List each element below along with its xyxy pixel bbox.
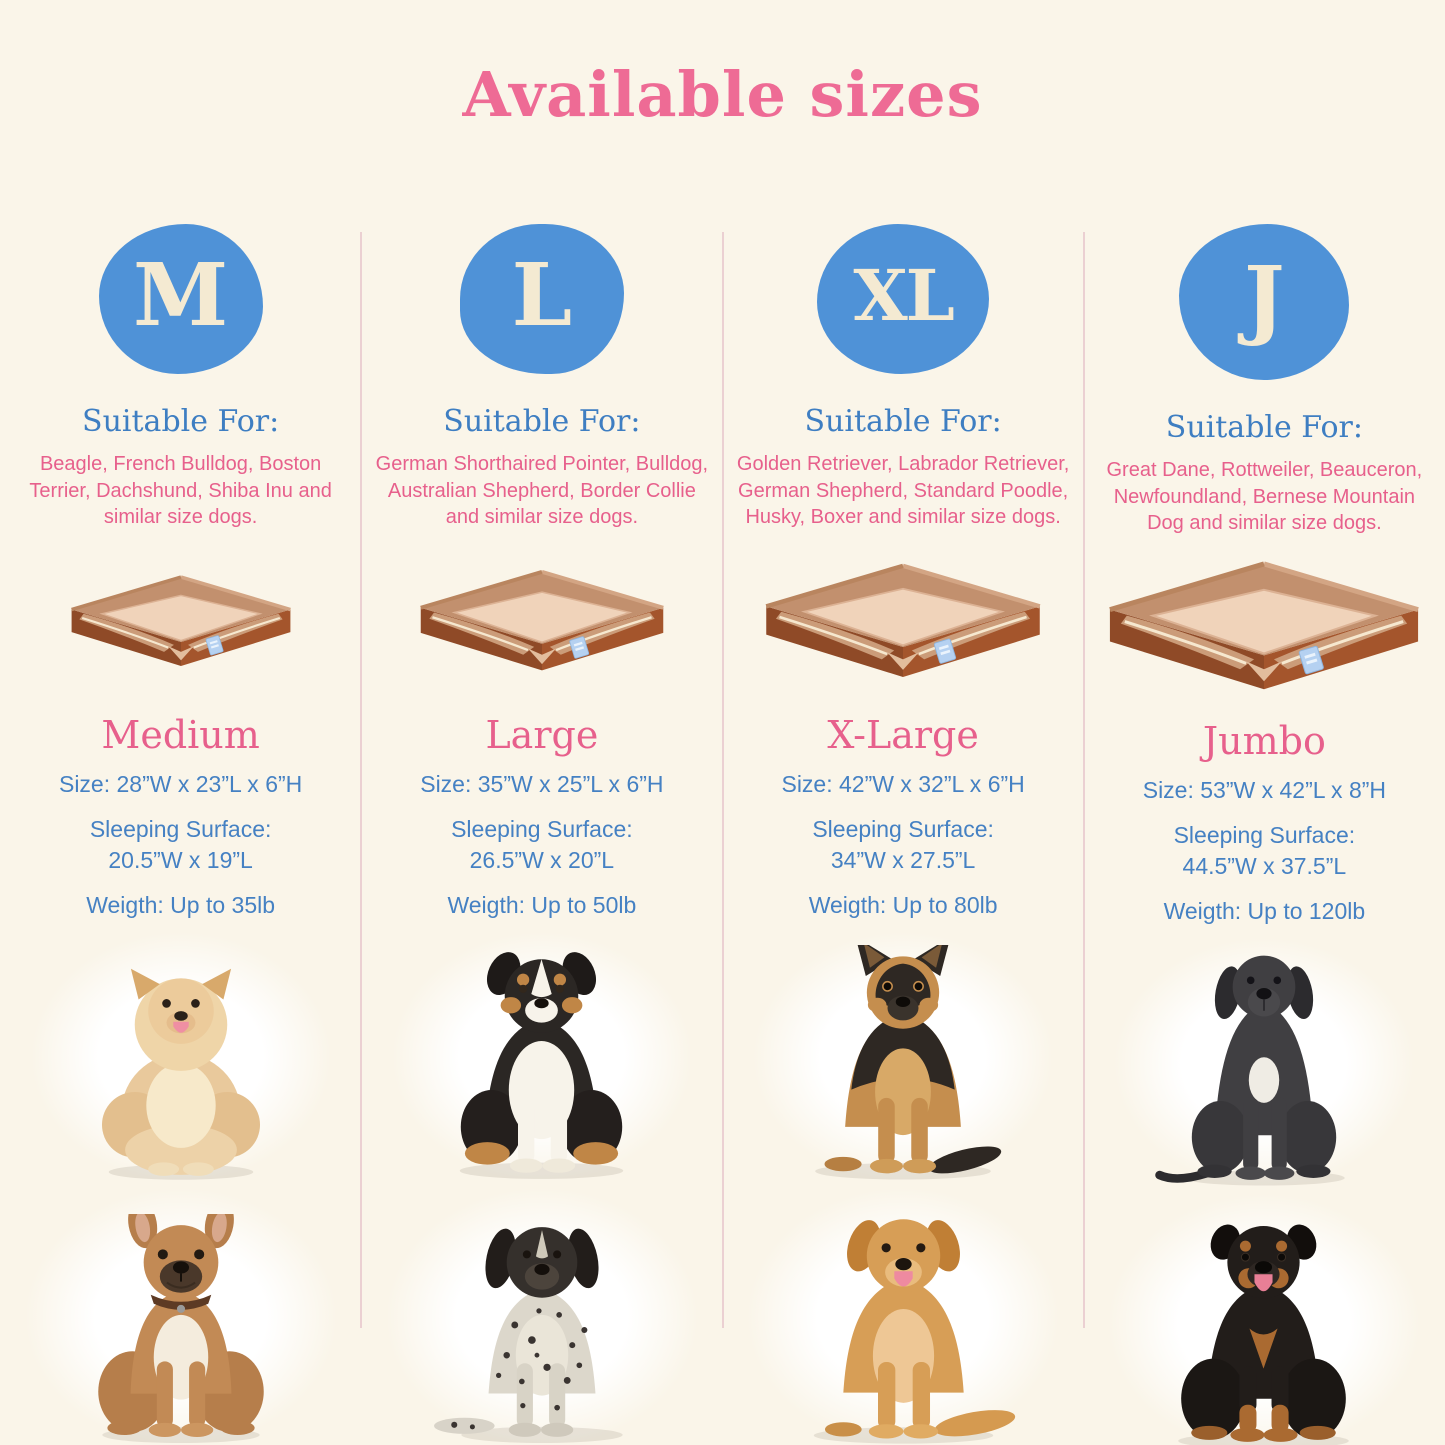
sleeping-surface-label: Sleeping Surface: [812,816,994,843]
weight-capacity: Weigth: Up to 80lb [808,891,998,918]
dog-bed-icon [69,575,292,668]
size-name: X-Large [827,712,979,757]
dog-bed-icon [753,557,1053,689]
size-badge-letter: XL [853,254,955,337]
column-divider [360,232,362,1328]
size-dimensions: Size: 42”W x 32”L x 6”H [781,770,1025,797]
size-column-large: L Suitable For: German Shorthaired Point… [361,196,722,1445]
suitable-for-heading: Suitable For: [804,404,1002,439]
dog-bed-icon [1095,554,1433,703]
size-badge: L [459,224,624,374]
sleeping-surface: Sleeping Surface: 44.5”W x 37.5”L [1174,820,1356,881]
breeds-text: German Shorthaired Pointer, Bulldog, Aus… [375,453,709,529]
pomeranian-icon [101,968,260,1180]
suitable-for-heading: Suitable For: [82,404,280,439]
rottweiler-photo [1108,1194,1421,1445]
suitable-for-heading: Suitable For: [443,404,641,439]
size-columns: M Suitable For: Beagle, French Bulldog, … [0,196,1445,1445]
sleeping-surface-label: Sleeping Surface: [451,816,633,843]
dog-bed-image [1095,553,1433,705]
dog-bed-image [753,547,1053,699]
great-dane-photo [1114,938,1415,1189]
german-shepherd-icon [815,944,1002,1180]
dog-bed-icon [418,569,666,673]
size-name: Medium [101,712,260,757]
weight-capacity: Weigth: Up to 120lb [1163,897,1366,924]
sleeping-surface-dimensions: 20.5”W x 19”L [108,846,253,873]
german-shepherd-photo [753,932,1054,1183]
rottweiler-icon [1178,1224,1350,1445]
dog-bed-image [61,547,301,699]
size-dimensions: Size: 28”W x 23”L x 6”H [58,770,303,797]
page-title: Available sizes [462,58,983,131]
size-column-x-large: XL Suitable For: Golden Retriever, Labra… [723,196,1084,1445]
size-badge-letter: L [511,245,573,346]
sleeping-surface-dimensions: 26.5”W x 20”L [469,846,615,873]
french-bulldog-photo [24,1188,337,1445]
sleeping-surface-label: Sleeping Surface: [1173,822,1356,849]
weight-capacity: Weigth: Up to 35lb [86,891,276,918]
golden-retriever-icon [813,1218,1015,1444]
suitable-for-heading: Suitable For: [1165,410,1363,445]
german-shorthaired-pointer-icon [433,1227,623,1444]
sleeping-surface-dimensions: 44.5”W x 37.5”L [1182,852,1347,879]
weight-capacity: Weigth: Up to 50lb [447,891,637,918]
german-shorthaired-pointer-photo [385,1188,698,1445]
great-dane-icon [1155,955,1346,1186]
australian-shepherd-photo [391,932,692,1183]
size-badge: M [98,224,263,374]
sleeping-surface: Sleeping Surface: 34”W x 27.5”L [812,814,994,875]
sleeping-surface-label: Sleeping Surface: [89,816,272,843]
column-divider [722,232,724,1328]
size-column-jumbo: J Suitable For: Great Dane, Rottweiler, … [1084,196,1445,1445]
breeds-text: Beagle, French Bulldog, Boston Terrier, … [29,453,332,529]
size-badge-letter: M [133,245,229,346]
size-name: Jumbo [1202,718,1326,763]
size-name: Large [485,712,599,757]
size-badge-letter: J [1244,248,1285,349]
dog-bed-image [409,547,675,699]
sleeping-surface: Sleeping Surface: 20.5”W x 19”L [90,814,272,875]
breeds-text: Great Dane, Rottweiler, Beauceron, Newfo… [1106,459,1423,535]
size-column-medium: M Suitable For: Beagle, French Bulldog, … [0,196,361,1445]
pomeranian-photo [30,932,331,1183]
french-bulldog-icon [97,1214,264,1444]
golden-retriever-photo [747,1188,1060,1445]
sleeping-surface-dimensions: 34”W x 27.5”L [830,846,976,873]
sleeping-surface: Sleeping Surface: 26.5”W x 20”L [451,814,633,875]
size-badge: J [1179,224,1350,380]
column-divider [1083,232,1085,1328]
breeds-text: Golden Retriever, Labrador Retriever, Ge… [736,453,1070,529]
size-badge: XL [817,224,990,374]
size-dimensions: Size: 35”W x 25”L x 6”H [420,770,664,797]
australian-shepherd-icon [460,952,624,1180]
size-dimensions: Size: 53”W x 42”L x 8”H [1142,776,1387,803]
